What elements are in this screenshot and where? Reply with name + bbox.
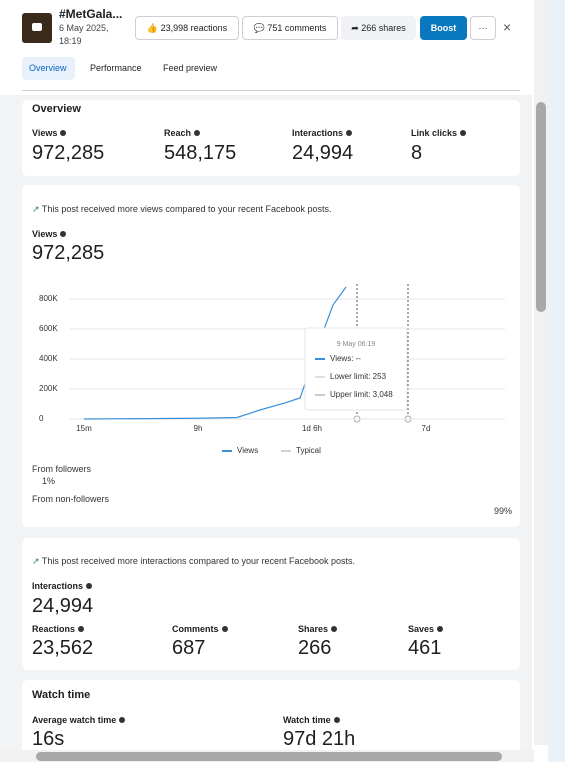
shares-button[interactable]: ➦ 266 shares — [341, 16, 416, 40]
followers-label: From followers — [32, 464, 92, 474]
label-text: Average watch time — [32, 715, 117, 725]
metric-value: 16s — [32, 728, 65, 750]
boost-button[interactable]: Boost — [420, 16, 467, 40]
metric-label: Saves — [408, 624, 444, 634]
metric-label: Reactions — [32, 624, 85, 634]
label-text: Views — [32, 128, 58, 138]
metric-value: 972,285 — [32, 142, 105, 164]
metric-value: 24,994 — [32, 595, 94, 617]
overview-card: Overview Views 972,285 Reach 548,175 Int… — [22, 100, 520, 176]
reactions-button[interactable]: 👍 23,998 reactions — [135, 16, 239, 40]
more-button[interactable]: ··· — [470, 16, 496, 40]
label-text: Saves — [408, 624, 435, 634]
watch-time-card: Watch time Average watch time 16s Watch … — [22, 680, 520, 762]
tooltip-line: Views: -- — [330, 354, 361, 363]
label-text: Shares — [298, 624, 329, 634]
label-text: Comments — [172, 624, 219, 634]
post-time: 18:19 — [59, 36, 82, 46]
metric-label: Watch time — [283, 715, 340, 725]
tab[interactable]: Overview — [29, 63, 67, 73]
metric-label: Views — [32, 128, 67, 138]
y-tick-label: 600K — [39, 324, 58, 333]
label-text: Interactions — [32, 581, 84, 591]
close-button[interactable]: × — [503, 19, 512, 35]
metric-value: 461 — [408, 637, 442, 659]
label-text: Link clicks — [411, 128, 458, 138]
metric-value: 687 — [172, 637, 206, 659]
post-date: 6 May 2025, — [59, 23, 109, 33]
reactions-label: 23,998 reactions — [160, 23, 228, 33]
card-heading: Watch time — [32, 689, 91, 701]
y-tick-label: 800K — [39, 294, 58, 303]
metric-value: 97d 21h — [283, 728, 356, 750]
post-title: #MetGala... — [59, 7, 123, 21]
x-tick-label: 1d 6h — [302, 424, 322, 433]
label-text: Interactions — [292, 128, 344, 138]
label-text: Views — [32, 229, 58, 239]
metric-label: Link clicks — [411, 128, 467, 138]
note-text: This post received more views compared t… — [41, 204, 332, 214]
metric-label: Shares — [298, 624, 338, 634]
label-text: Watch time — [283, 715, 331, 725]
legend-label: Typical — [296, 446, 321, 455]
x-tick-label: 9h — [194, 424, 203, 433]
note-text: This post received more interactions com… — [41, 556, 356, 566]
metric-value: 23,562 — [32, 637, 94, 659]
metric-label: Interactions — [292, 128, 353, 138]
trend-note: ↗ This post received more views compared… — [32, 204, 332, 214]
metric-label: Reach — [164, 128, 201, 138]
label-text: Reach — [164, 128, 192, 138]
non-followers-value: 99% — [494, 506, 513, 516]
y-tick-label: 200K — [39, 384, 58, 393]
metric-label: Interactions — [32, 581, 93, 591]
active-tab-bg — [22, 57, 75, 80]
x-tick-label: 7d — [422, 424, 431, 433]
series-line — [83, 286, 347, 420]
tooltip-line: Upper limit: 3,048 — [330, 390, 393, 399]
non-followers-label: From non-followers — [32, 494, 110, 504]
card-heading: Overview — [32, 103, 81, 115]
tab[interactable]: Feed preview — [163, 63, 218, 73]
side-strip — [548, 0, 565, 762]
y-tick-label: 400K — [39, 354, 58, 363]
tooltip-title: 9 May 06:19 — [337, 341, 376, 348]
x-tick-label: 15m — [76, 424, 92, 433]
legend-label: Views — [237, 446, 258, 455]
metric-value: 972,285 — [32, 242, 105, 264]
comments-label: 751 comments — [267, 23, 327, 33]
header-bg — [0, 0, 532, 95]
tab[interactable]: Performance — [90, 63, 142, 73]
v-scroll-thumb[interactable] — [536, 102, 546, 312]
metric-label: Views — [32, 229, 67, 239]
metric-value: 8 — [411, 142, 423, 164]
tooltip — [304, 327, 408, 411]
interactions-card: ↗ This post received more interactions c… — [22, 538, 520, 670]
followers-value: 1% — [42, 476, 56, 486]
h-scroll-thumb[interactable] — [36, 752, 502, 761]
label-text: Reactions — [32, 624, 76, 634]
metric-value: 548,175 — [164, 142, 237, 164]
views-card: ↗ This post received more views compared… — [22, 185, 520, 527]
metric-label: Average watch time — [32, 715, 126, 725]
metric-label: Comments — [172, 624, 228, 634]
thumbnail[interactable] — [22, 13, 52, 43]
comments-button[interactable]: 💬 751 comments — [242, 16, 338, 40]
y-tick-label: 0 — [39, 414, 44, 423]
shares-label: 266 shares — [361, 23, 406, 33]
divider — [22, 90, 520, 91]
tooltip-line: Lower limit: 253 — [330, 372, 387, 381]
trend-note: ↗ This post received more interactions c… — [32, 556, 356, 566]
metric-value: 266 — [298, 637, 332, 659]
metric-value: 24,994 — [292, 142, 354, 164]
